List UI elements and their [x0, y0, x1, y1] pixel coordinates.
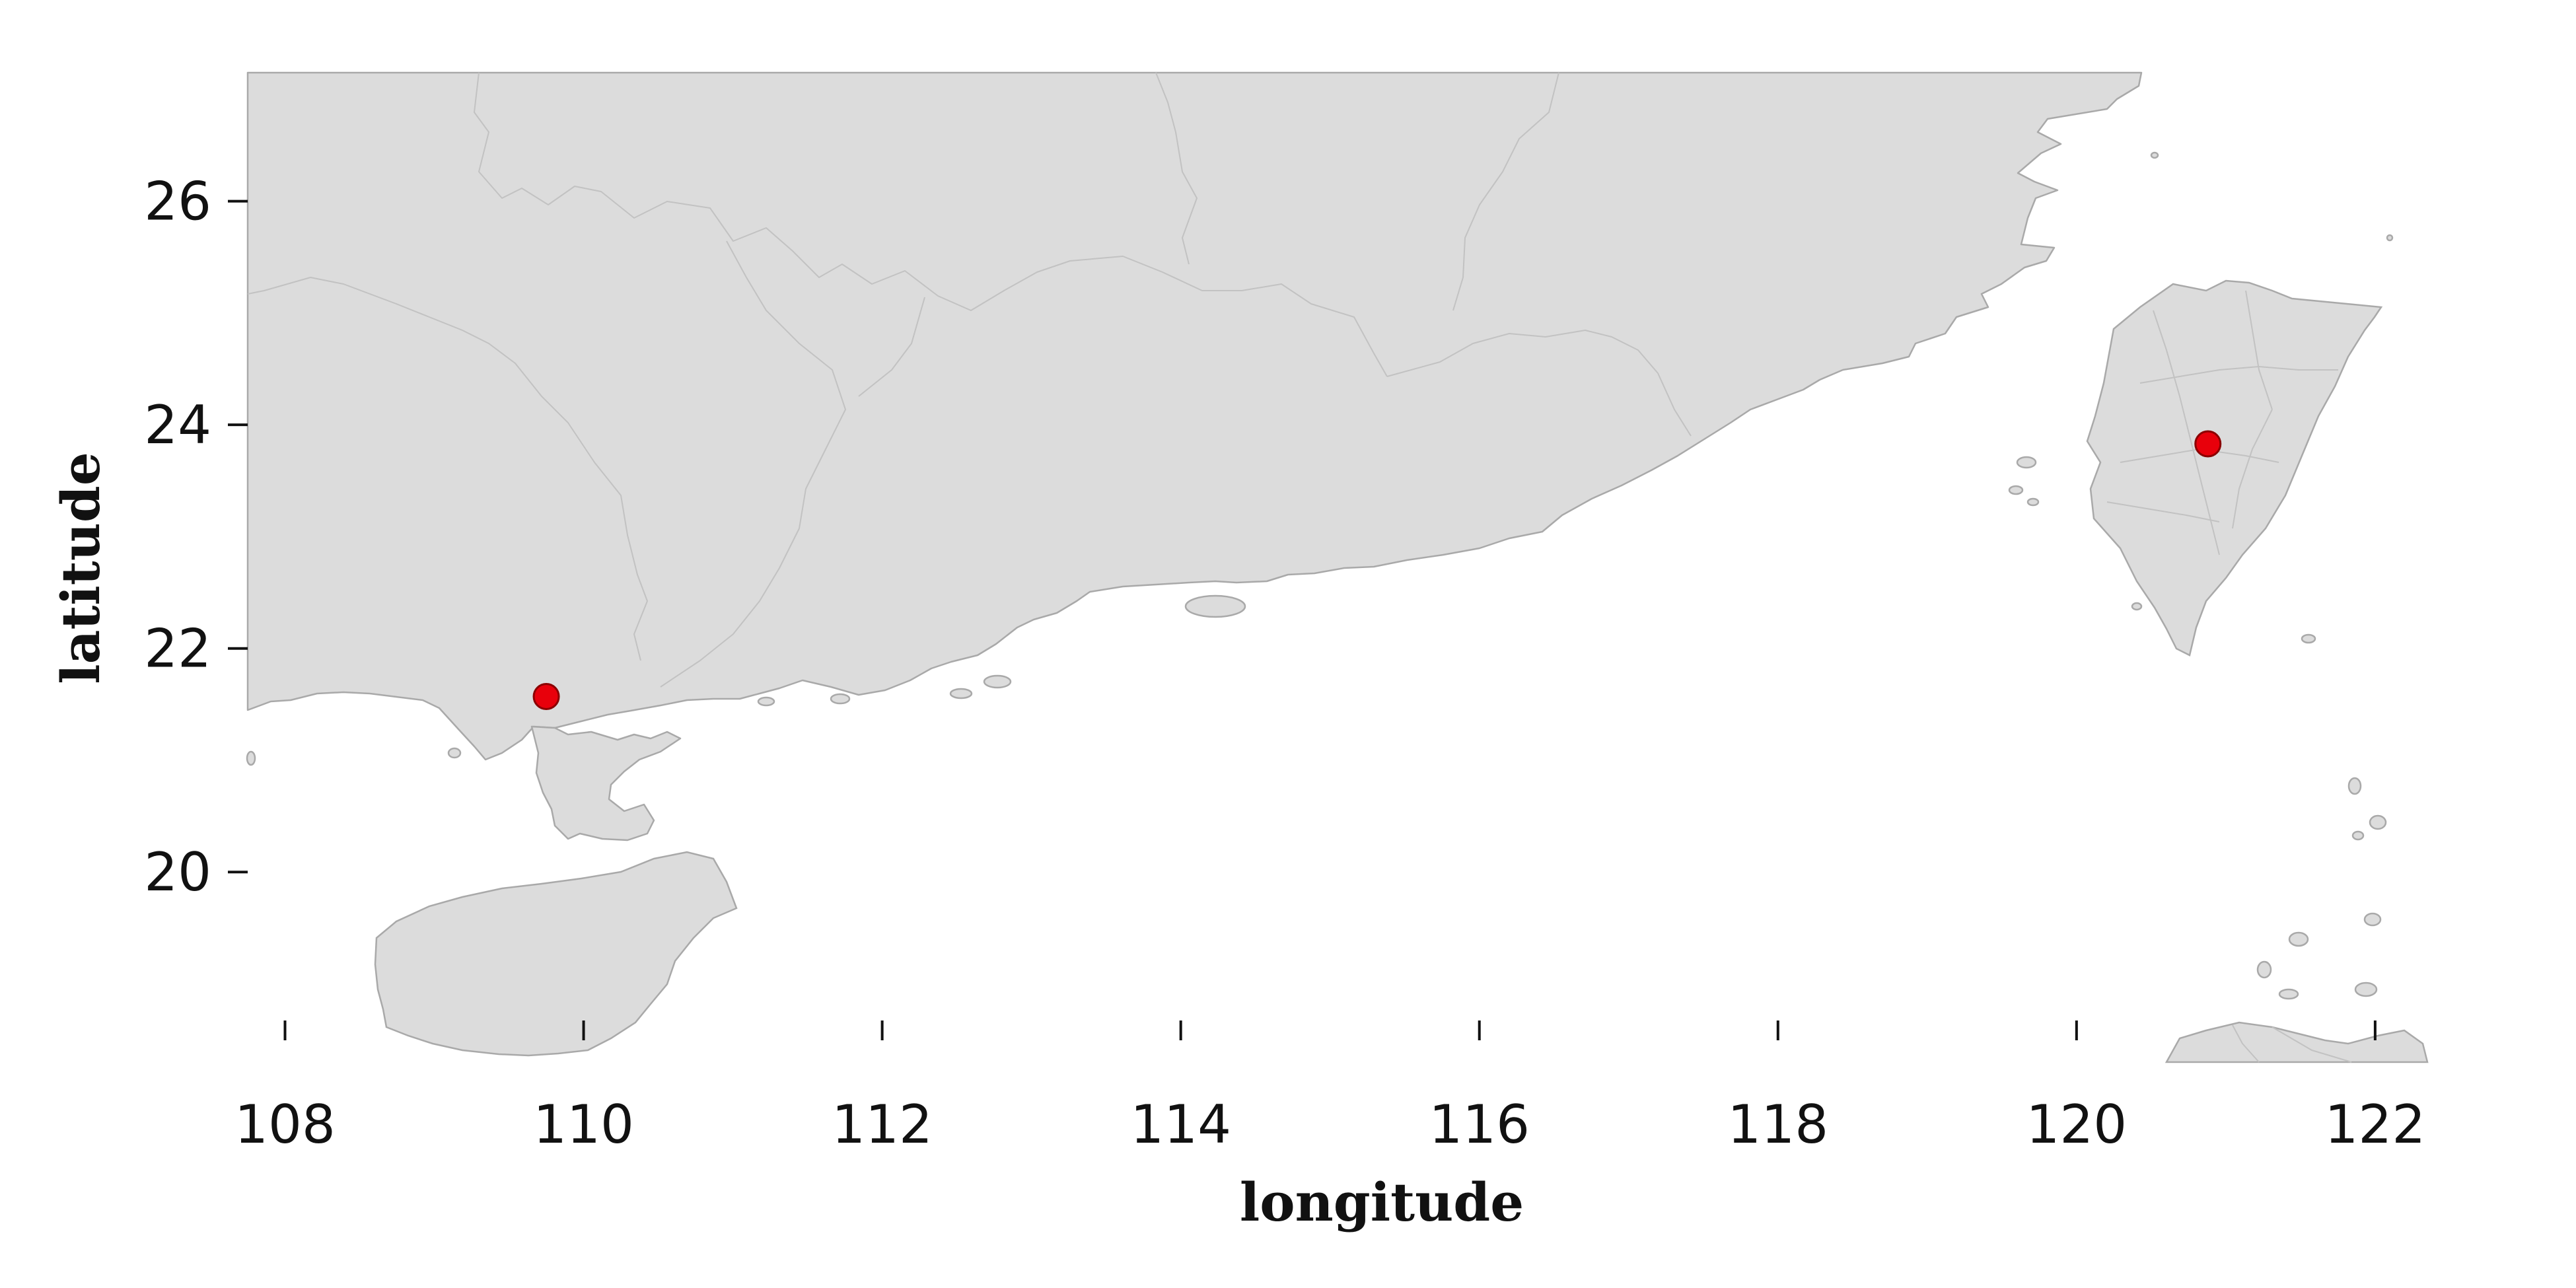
x-axis-title: longitude	[1240, 1171, 1524, 1233]
y-tick-label: 22	[144, 618, 211, 680]
location-marker-1	[532, 683, 560, 711]
y-axis-title: latitude	[50, 452, 112, 684]
x-tick-label: 118	[1727, 1094, 1828, 1155]
x-tick-label: 116	[1429, 1094, 1530, 1155]
y-tick-label: 26	[144, 171, 211, 233]
province-boundaries	[247, 72, 1692, 688]
hainan-island	[374, 851, 738, 1057]
offshore-islets	[246, 151, 2394, 1000]
y-tick-label: 20	[144, 841, 211, 903]
x-tick-label: 122	[2325, 1094, 2426, 1155]
x-axis-ticks: 108 110 112 114 116 118 120 122	[234, 1020, 2425, 1155]
y-axis: 20 22 24 26 latitude	[50, 171, 248, 903]
x-tick-label: 112	[832, 1094, 933, 1155]
x-axis: 108 110 112 114 116 118 120 122 longitude	[234, 1020, 2425, 1233]
map-area	[246, 71, 2429, 1063]
x-tick-label: 108	[234, 1094, 336, 1155]
x-tick-label: 110	[533, 1094, 634, 1155]
x-tick-label: 120	[2026, 1094, 2127, 1155]
y-tick-label: 24	[144, 394, 211, 456]
leizhou-peninsula	[530, 725, 682, 841]
x-tick-label: 114	[1130, 1094, 1231, 1155]
location-marker-2	[2194, 430, 2222, 458]
luzon-boundaries	[2232, 1024, 2352, 1063]
mainland-landmass	[246, 71, 2143, 761]
markers-layer	[532, 430, 2222, 711]
y-axis-ticks: 20 22 24 26	[144, 171, 248, 903]
taiwan-island	[2086, 279, 2383, 657]
